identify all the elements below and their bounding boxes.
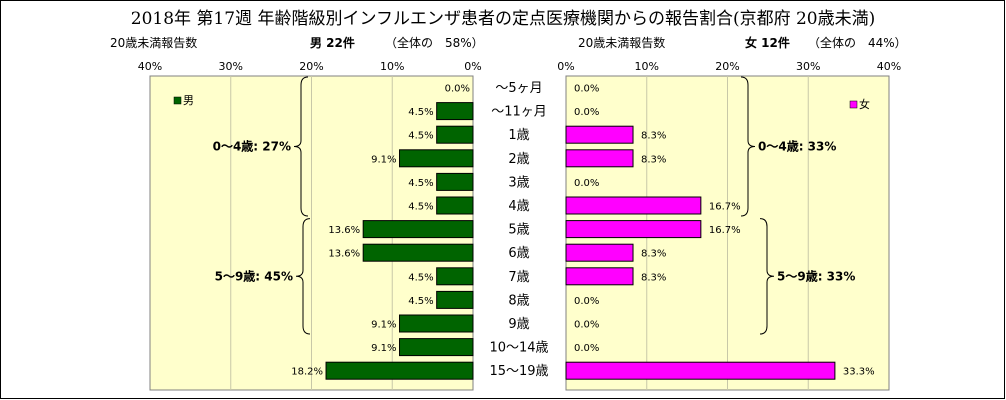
right-x-tick-label: 10% (635, 60, 659, 73)
female-data-label: 0.0% (574, 84, 599, 95)
category-label: ～5ヶ月 (495, 81, 542, 96)
male-bar (436, 125, 474, 144)
female-count: 女 12件 (745, 36, 790, 50)
male-data-label: 4.5% (408, 296, 433, 307)
group-brace (293, 76, 309, 217)
right-x-tick-label: 20% (715, 60, 739, 73)
male-data-label: 9.1% (371, 343, 396, 354)
male-bar (399, 314, 474, 333)
right-x-tick-label: 40% (877, 60, 901, 73)
male-bar (362, 220, 474, 239)
left-count-label: 20歳未満報告数 (110, 36, 198, 50)
male-bar (362, 243, 474, 262)
male-group-label: 5～9歳: 45% (215, 268, 293, 283)
left-x-tick-label: 20% (299, 60, 323, 73)
female-bar (565, 125, 634, 144)
female-bar (565, 149, 634, 168)
female-data-label: 0.0% (574, 107, 599, 118)
male-bar (436, 290, 474, 309)
female-group-label: 5～9歳: 33% (777, 268, 855, 283)
female-group-label: 0～4歳: 33% (758, 139, 836, 154)
male-group-label: 0～4歳: 27% (213, 139, 291, 154)
right-x-tick-label: 0% (557, 60, 574, 73)
male-data-label: 18.2% (291, 367, 323, 378)
male-data-label: 4.5% (408, 272, 433, 283)
female-data-label: 0.0% (574, 320, 599, 331)
female-bar (565, 267, 634, 286)
female-data-label: 16.7% (709, 225, 741, 236)
female-data-label: 0.0% (574, 296, 599, 307)
category-label: 15～19歳 (489, 364, 548, 379)
female-data-label: 16.7% (709, 202, 741, 213)
male-bar (325, 361, 474, 380)
male-share: （全体の 58%） (385, 36, 484, 50)
male-count: 男 22件 (310, 36, 355, 50)
category-label: ～11ヶ月 (491, 105, 547, 120)
category-label: 1歳 (508, 128, 529, 143)
female-legend-label: 女 (859, 97, 870, 111)
male-legend-swatch (173, 96, 182, 105)
male-legend-label: 男 (183, 94, 194, 107)
female-bar (565, 196, 702, 215)
male-data-label: 4.5% (408, 131, 433, 142)
left-x-tick-label: 30% (219, 60, 243, 73)
female-bar (565, 361, 836, 380)
male-data-label: 0.0% (445, 84, 470, 95)
female-data-label: 0.0% (574, 178, 599, 189)
category-label: 6歳 (508, 246, 529, 261)
male-bar (436, 267, 474, 286)
group-brace (759, 218, 775, 335)
female-data-label: 8.3% (641, 154, 666, 165)
male-bar (399, 338, 474, 357)
group-brace (295, 218, 311, 335)
male-data-label: 9.1% (371, 154, 396, 165)
female-data-label: 8.3% (641, 249, 666, 260)
category-label: 9歳 (508, 317, 529, 332)
category-label: 5歳 (508, 223, 529, 238)
group-brace (740, 76, 756, 217)
male-bar (436, 102, 474, 121)
category-label: 8歳 (508, 293, 529, 308)
category-label: 10～14歳 (489, 341, 548, 356)
female-data-label: 33.3% (843, 367, 875, 378)
left-x-tick-label: 10% (380, 60, 404, 73)
female-share: （全体の 44%） (808, 36, 907, 50)
chart-title: 2018年 第17週 年齢階級別インフルエンザ患者の定点医療機関からの報告割合(… (130, 9, 876, 29)
male-data-label: 4.5% (408, 107, 433, 118)
right-x-tick-label: 30% (796, 60, 820, 73)
category-label: 4歳 (508, 199, 529, 214)
left-x-tick-label: 0% (464, 60, 481, 73)
female-data-label: 0.0% (574, 343, 599, 354)
female-data-label: 8.3% (641, 272, 666, 283)
male-data-label: 4.5% (408, 178, 433, 189)
category-label: 3歳 (508, 175, 529, 190)
category-label: 7歳 (508, 270, 529, 285)
female-bar (565, 243, 634, 262)
male-data-label: 13.6% (328, 249, 360, 260)
male-bar (436, 196, 474, 215)
female-legend-swatch (849, 100, 858, 109)
female-data-label: 8.3% (641, 131, 666, 142)
male-data-label: 13.6% (328, 225, 360, 236)
right-count-label: 20歳未満報告数 (578, 36, 666, 50)
male-bar (399, 149, 474, 168)
female-bar (565, 220, 702, 239)
male-data-label: 9.1% (371, 320, 396, 331)
male-data-label: 4.5% (408, 202, 433, 213)
left-x-tick-label: 40% (138, 60, 162, 73)
category-label: 2歳 (508, 152, 529, 167)
male-bar (436, 172, 474, 191)
